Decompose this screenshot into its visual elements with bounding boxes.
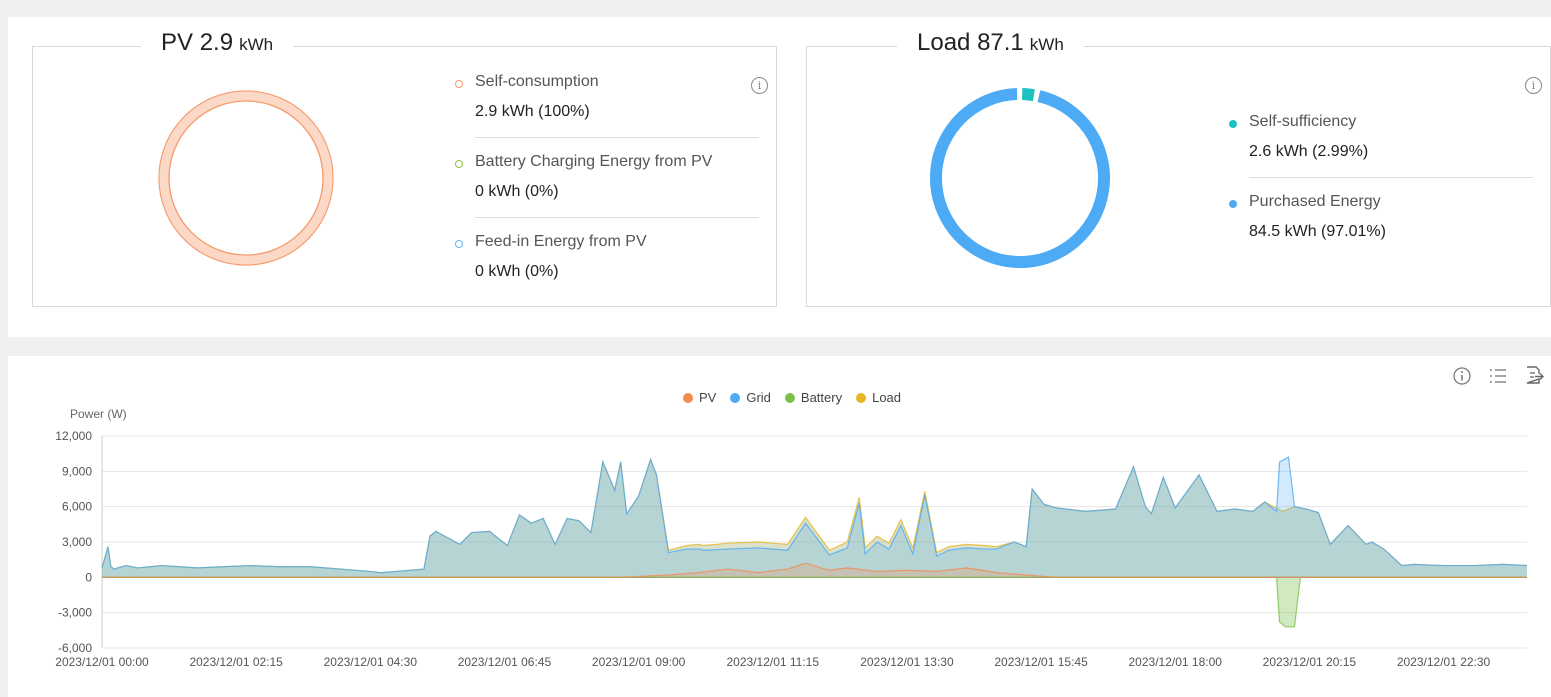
legend-battery[interactable]: Battery [784,390,843,405]
legend-pv[interactable]: PV [683,390,716,405]
battery-charging-dot-icon [455,160,463,168]
y-tick-label: 12,000 [55,429,92,443]
self-consumption-dot-icon [455,80,463,88]
x-tick-label: 2023/12/01 09:00 [592,655,686,669]
pv-series-line [102,562,1527,578]
self-sufficiency-dot-icon [1229,120,1237,128]
x-tick-label: 2023/12/01 00:00 [55,655,149,669]
load-area [102,459,1527,578]
pv-area [102,563,1527,578]
y-tick-label: -6,000 [58,641,92,655]
legend-grid[interactable]: Grid [730,390,771,405]
x-tick-label: 2023/12/01 18:00 [1129,655,1223,669]
grid-swatch-icon [730,392,741,403]
pv-donut-ring-fill [159,91,333,265]
divider [1249,177,1533,178]
x-tick-label: 2023/12/01 15:45 [994,655,1088,669]
y-axis-label: Power (W) [70,407,127,421]
x-tick-label: 2023/12/01 20:15 [1263,655,1357,669]
pv-card-title: PV 2.9 kWh [141,29,294,57]
power-chart[interactable]: Power (W) 12,000 9,000 6,000 3,000 0 -3,000 -6… [0,400,1551,697]
battery-series-line [102,576,1527,628]
purchased-dot-icon [1229,200,1237,208]
pv-donut-ring [158,90,334,266]
load-donut-chart[interactable] [925,83,1115,273]
y-tick-label: 3,000 [62,535,92,549]
legend-label: Purchased Energy [1249,193,1381,210]
load-title-value: 87.1 [977,29,1024,56]
divider [475,217,759,218]
y-tick-label: 0 [85,570,92,584]
legend-grid-label: Grid [746,390,771,405]
battery-swatch-icon [784,392,795,403]
load-title-prefix: Load [917,29,971,56]
legend-value: 84.5 kWh (97.01%) [1249,223,1386,240]
x-tick-label: 2023/12/01 06:45 [458,655,552,669]
legend-value: 2.6 kWh (2.99%) [1249,143,1369,160]
chart-panel [8,356,1551,697]
chart-legend: PV Grid Battery Load [683,390,901,405]
grid-series-line [101,456,1528,574]
pv-info-icon[interactable]: i [751,77,768,94]
pv-donut-chart[interactable] [151,83,341,273]
pv-title-value: 2.9 [199,29,234,56]
load-swatch-icon [856,392,867,403]
y-tick-label: 6,000 [62,500,92,514]
y-tick-label: -3,000 [58,606,92,620]
legend-label: Battery Charging Energy from PV [475,153,713,170]
pv-card: PV 2.9 kWh i Self-consumption 2.9 kWh (10… [32,29,777,307]
pv-donut-ring-inner [168,100,324,256]
x-tick-label: 2023/12/01 02:15 [189,655,283,669]
load-title-unit: kWh [1029,35,1064,54]
grid-area [102,457,1527,578]
pv-title-prefix: PV [161,29,194,56]
legend-load-label: Load [872,390,902,405]
load-donut-self-sufficiency-arc [1021,88,1035,102]
y-tick-label: 9,000 [62,464,92,478]
legend-value: 0 kWh (0%) [475,183,559,200]
legend-label: Self-sufficiency [1249,113,1357,130]
export-icon[interactable] [1524,365,1544,385]
load-donut-purchased-arc [930,88,1110,268]
load-card-title: Load 87.1 kWh [897,29,1084,57]
legend-pv-label: PV [699,390,717,405]
load-card: Load 87.1 kWh i Self-sufficiency 2.6 kWh … [806,29,1551,307]
x-tick-label: 2023/12/01 04:30 [324,655,418,669]
legend-label: Feed-in Energy from PV [475,233,647,250]
load-info-icon[interactable]: i [1525,77,1542,94]
pv-swatch-icon [683,392,693,403]
legend-load[interactable]: Load [856,390,901,405]
legend-label: Self-consumption [475,73,599,90]
legend-battery-label: Battery [800,390,843,405]
feed-in-dot-icon [455,240,463,248]
x-tick-label: 2023/12/01 22:30 [1397,655,1491,669]
legend-value: 0 kWh (0%) [475,263,559,280]
pv-title-unit: kWh [239,35,274,54]
x-tick-label: 2023/12/01 13:30 [860,655,954,669]
legend-value: 2.9 kWh (100%) [475,103,590,120]
info-icon[interactable] [1452,366,1472,386]
battery-area [102,577,1527,627]
divider [475,137,759,138]
list-icon[interactable] [1488,366,1508,386]
x-tick-label: 2023/12/01 11:15 [726,655,819,669]
